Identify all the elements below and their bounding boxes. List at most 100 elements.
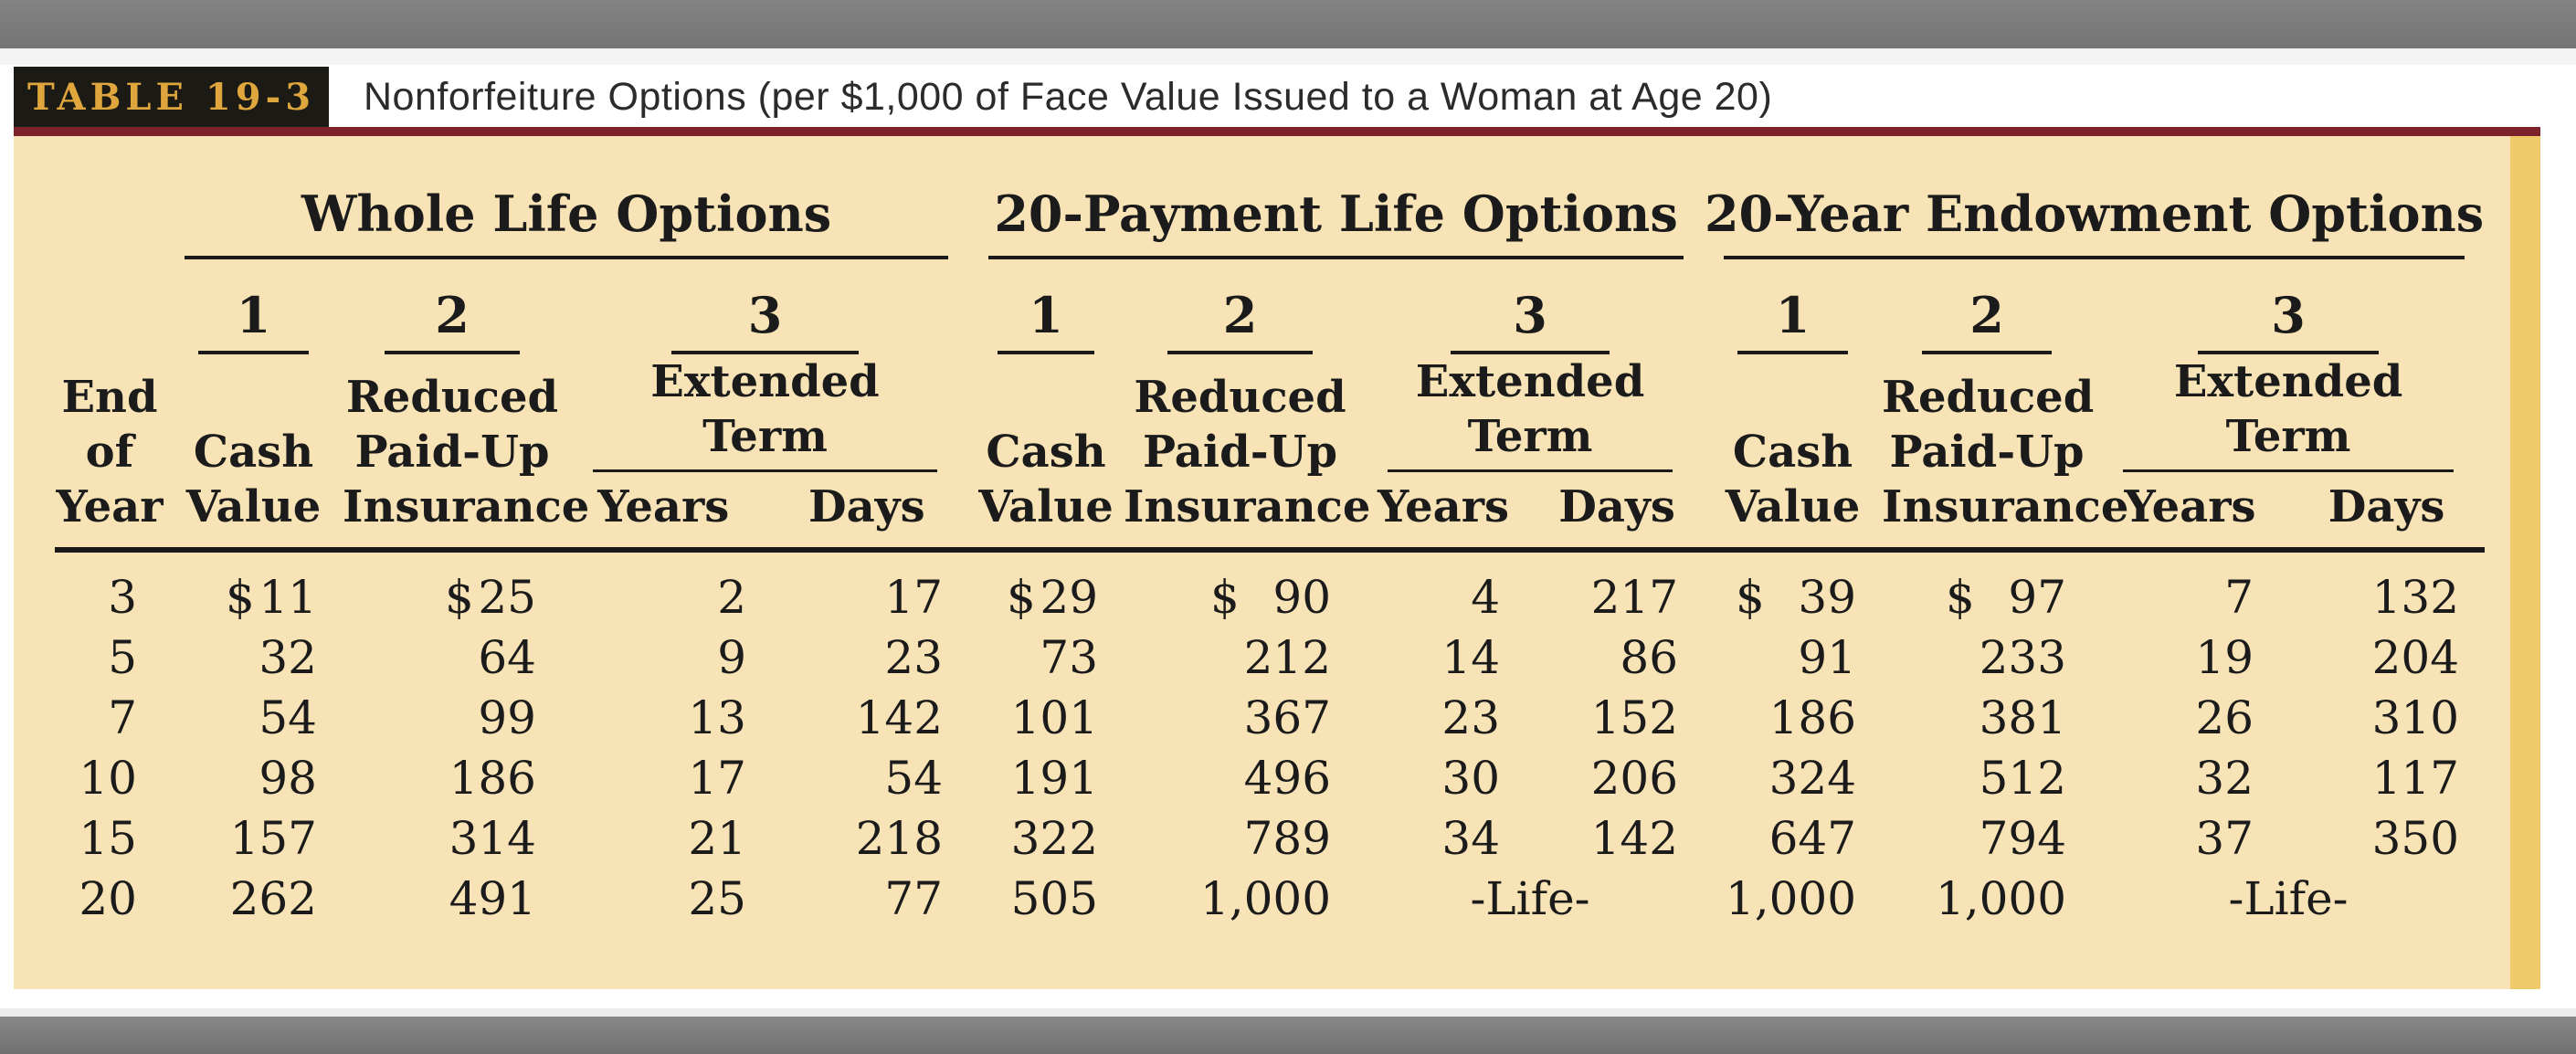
col-years: Years [597,481,730,533]
extended-term-underline [593,469,938,473]
col-extended-term: Extended Term Years Days [2092,354,2486,553]
cell-value: 1,000 [1199,872,1332,926]
group-title: Whole Life Options [301,184,832,243]
cell-value: $39 [1736,571,1857,625]
cell-value: $90 [1210,571,1332,625]
cell-value: 505 [1010,872,1099,926]
col-end-of-year: End of Year [55,354,164,553]
group-20-year-endowment: 20-Year Endowment Options [1704,178,2485,260]
cell-value: $11 [226,571,317,625]
bottom-gray-band [0,1017,2576,1054]
group-whole-life: Whole Life Options [164,178,968,260]
cell-life: -Life- [2228,872,2349,926]
option-underline [1737,351,1848,355]
cell-value: 25 [688,872,746,926]
cell-value: 142 [855,691,944,745]
cell-end-of-year: 7 [108,691,137,745]
table-caption: Nonforfeiture Options (per $1,000 of Fac… [364,74,1773,119]
option-2: 2 [343,259,562,355]
cell-value: 204 [2371,631,2460,685]
group-title-row: Whole Life Options 20-Payment Life Optio… [55,178,2485,260]
col-days: Days [2328,481,2445,533]
table-panel: Whole Life Options 20-Payment Life Optio… [14,136,2510,989]
cell-value: 314 [449,812,536,866]
cell-value: 101 [1010,691,1099,745]
cell-value: $97 [1946,571,2067,625]
cell-value: 324 [1768,752,1857,806]
group-underline [988,256,1684,260]
cell-value: 212 [1243,631,1332,685]
cell-value: 23 [1441,691,1501,745]
top-gray-band [0,0,2576,48]
cell-value: 17 [688,752,746,806]
cell-value: 86 [1620,631,1679,685]
table-row: 3 $11 $25 2 17 $29 $90 4 217 $39 $97 7 132 [55,550,2485,627]
cell-value: 218 [855,812,944,866]
option-underline [1167,351,1313,355]
option-2: 2 [1882,259,2092,355]
dollar-sign: $ [1946,571,1975,625]
cell-value: 98 [259,752,317,806]
corner-cell [55,178,164,259]
cell-value: 789 [1243,812,1332,866]
option-1: 1 [164,259,343,355]
corner-cell [55,259,164,354]
cell-end-of-year: 15 [79,812,137,866]
group-underline [185,256,949,260]
option-1: 1 [1704,259,1882,355]
col-days: Days [808,481,925,533]
cell-value: 512 [1979,752,2067,806]
cell-value: 26 [2195,691,2254,745]
extended-term-underline [1388,469,1673,473]
option-number-row: 1 2 3 1 2 3 1 2 3 [55,259,2485,355]
option-underline [2198,351,2379,355]
dollar-sign: $ [1210,571,1240,625]
column-header-row: End of Year Cash Value Reduced Paid-Up I… [55,354,2486,553]
cell-value: 191 [1010,752,1099,806]
cell-end-of-year: 3 [108,571,137,625]
cell-value: 14 [1441,631,1501,685]
cell-value: 73 [1040,631,1099,685]
cell-value: 262 [229,872,317,926]
group-20-payment: 20-Payment Life Options [968,178,1704,260]
dollar-sign: $ [1736,571,1765,625]
cell-value: 117 [2371,752,2460,806]
table-label: TABLE 19-3 [26,75,316,119]
cell-value: 7 [2224,571,2254,625]
dollar-sign: $ [445,571,474,625]
table-body: 3 $11 $25 2 17 $29 $90 4 217 $39 $97 7 132 5 32 64 9 23 73… [55,550,2485,929]
col-days: Days [1558,481,1675,533]
col-cash-value: Cash Value [968,354,1124,553]
table-row: 5 32 64 9 23 73 212 14 86 91 233 19 204 [55,627,2485,688]
cell-value: 491 [449,872,536,926]
group-title: 20-Year Endowment Options [1704,184,2485,243]
table-label-box: TABLE 19-3 [14,67,329,127]
cell-value: 54 [884,752,944,806]
cell-value: 233 [1979,631,2067,685]
cell-value: 157 [229,812,317,866]
option-3: 3 [2092,259,2485,355]
cell-value: 54 [259,691,317,745]
col-cash-value: Cash Value [164,354,343,553]
cell-value: 4 [1471,571,1501,625]
col-years: Years [1378,481,1510,533]
cell-end-of-year: 10 [79,752,137,806]
extended-term-underline [2123,469,2455,473]
cell-value: 1,000 [1725,872,1857,926]
cell-value: 1,000 [1935,872,2067,926]
cell-value: 322 [1010,812,1099,866]
cell-life: -Life- [1470,872,1590,926]
cell-value: 30 [1441,752,1501,806]
maroon-rule [14,127,2540,136]
cell-value: 9 [717,631,746,685]
table-row: 7 54 99 13 142 101 367 23 152 186 381 26 310 [55,688,2485,748]
group-title: 20-Payment Life Options [994,184,1678,243]
option-underline [198,351,309,355]
option-underline [1921,351,2053,355]
table-row: 15 157 314 21 218 322 789 34 142 647 794 37 350 [55,808,2485,869]
cell-value: 32 [259,631,317,685]
col-years: Years [2124,481,2256,533]
option-underline [671,351,859,355]
option-2: 2 [1124,259,1357,355]
